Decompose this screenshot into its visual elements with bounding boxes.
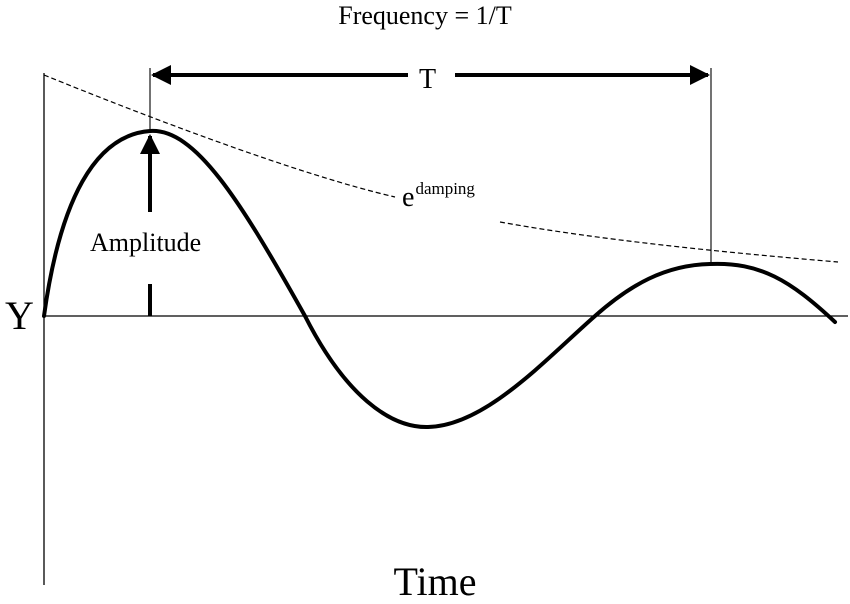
damping-envelope-curve — [43, 74, 839, 263]
envelope-exponent: damping — [415, 179, 475, 198]
envelope-base: e — [402, 182, 415, 213]
period-label: T — [419, 64, 437, 95]
y-axis-label: Y — [5, 293, 34, 338]
amplitude-label: Amplitude — [90, 228, 202, 257]
damped-wave-curve — [42, 128, 837, 430]
envelope-label: edamping — [402, 180, 475, 213]
x-axis-label: Time — [393, 559, 477, 604]
diagram-title: Frequency = 1/T — [338, 1, 512, 30]
